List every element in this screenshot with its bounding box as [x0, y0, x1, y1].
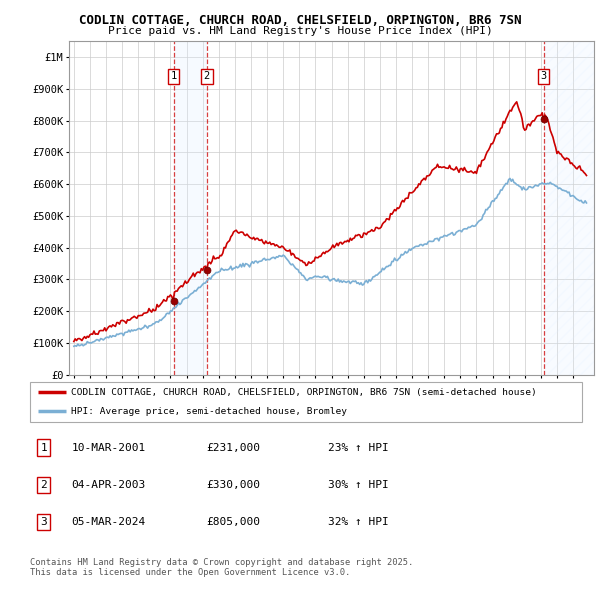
Text: £231,000: £231,000	[206, 442, 260, 453]
Text: HPI: Average price, semi-detached house, Bromley: HPI: Average price, semi-detached house,…	[71, 407, 347, 416]
Text: Price paid vs. HM Land Registry's House Price Index (HPI): Price paid vs. HM Land Registry's House …	[107, 26, 493, 36]
Text: 2: 2	[40, 480, 47, 490]
Text: CODLIN COTTAGE, CHURCH ROAD, CHELSFIELD, ORPINGTON, BR6 7SN: CODLIN COTTAGE, CHURCH ROAD, CHELSFIELD,…	[79, 14, 521, 27]
Text: 30% ↑ HPI: 30% ↑ HPI	[328, 480, 389, 490]
Text: 10-MAR-2001: 10-MAR-2001	[71, 442, 146, 453]
Bar	[544, 41, 594, 375]
Bar	[173, 41, 207, 375]
Text: £805,000: £805,000	[206, 517, 260, 527]
Text: 3: 3	[541, 71, 547, 81]
Text: 2: 2	[204, 71, 210, 81]
Text: 1: 1	[170, 71, 176, 81]
Text: £330,000: £330,000	[206, 480, 260, 490]
Text: 3: 3	[40, 517, 47, 527]
FancyBboxPatch shape	[30, 382, 582, 422]
Text: 23% ↑ HPI: 23% ↑ HPI	[328, 442, 389, 453]
Text: 05-MAR-2024: 05-MAR-2024	[71, 517, 146, 527]
Text: 1: 1	[40, 442, 47, 453]
Text: CODLIN COTTAGE, CHURCH ROAD, CHELSFIELD, ORPINGTON, BR6 7SN (semi-detached house: CODLIN COTTAGE, CHURCH ROAD, CHELSFIELD,…	[71, 388, 537, 396]
Text: Contains HM Land Registry data © Crown copyright and database right 2025.
This d: Contains HM Land Registry data © Crown c…	[30, 558, 413, 577]
Text: 04-APR-2003: 04-APR-2003	[71, 480, 146, 490]
Text: 32% ↑ HPI: 32% ↑ HPI	[328, 517, 389, 527]
